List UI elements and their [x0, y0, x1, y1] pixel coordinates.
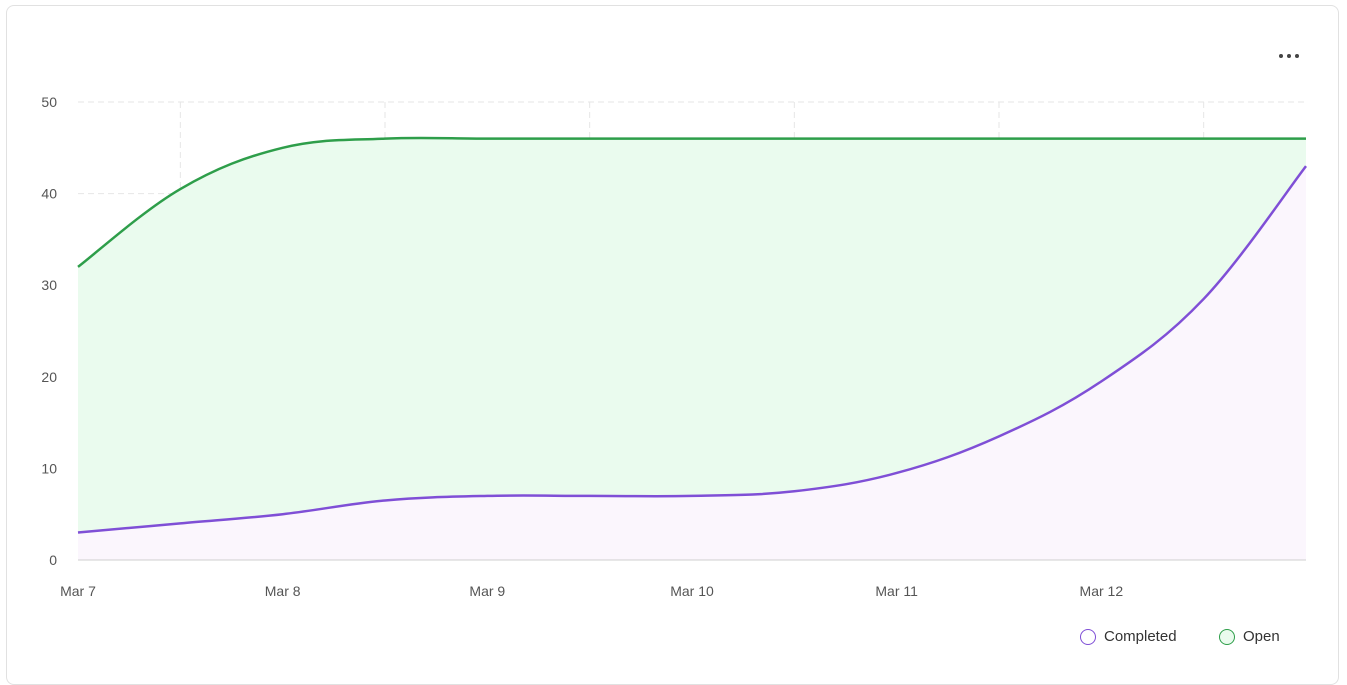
y-tick-label: 50 [41, 94, 57, 110]
completed-area-fill [78, 166, 1306, 560]
legend-item-open[interactable]: Open [1219, 628, 1280, 645]
completed-legend-swatch [1080, 628, 1096, 645]
more-options-button[interactable] [1272, 44, 1306, 68]
chart-lines [77, 136, 1307, 534]
y-tick-label: 10 [41, 460, 57, 476]
x-tick-label: Mar 10 [670, 583, 714, 599]
x-tick-label: Mar 11 [875, 583, 918, 599]
area-chart: 0 10 20 30 40 50 Mar 7 Mar 8 Mar 9 Mar 10 Mar 11 Ma… [41, 94, 1307, 599]
x-tick-label: Mar 7 [60, 583, 96, 599]
more-dot [1287, 54, 1291, 58]
y-tick-label: 0 [49, 552, 57, 568]
x-tick-label: Mar 9 [469, 583, 505, 599]
more-horizontal-icon [1279, 54, 1283, 58]
y-tick-label: 40 [41, 186, 57, 202]
x-tick-label: Mar 8 [265, 583, 301, 599]
y-tick-label: 30 [41, 277, 57, 293]
legend-label-completed: Completed [1104, 628, 1177, 645]
legend-label-open: Open [1243, 628, 1280, 645]
open-series-line [77, 136, 1306, 268]
chart-axes: 0 10 20 30 40 50 Mar 7 Mar 8 Mar 9 Mar 10 Mar 11 Ma… [41, 94, 1306, 599]
chart-areas [78, 137, 1306, 560]
x-tick-label: Mar 12 [1080, 583, 1124, 599]
completed-series-line [77, 165, 1307, 534]
more-dot [1295, 54, 1299, 58]
legend-item-completed[interactable]: Completed [1080, 628, 1177, 645]
y-tick-label: 20 [41, 369, 57, 385]
open-legend-swatch [1219, 628, 1235, 645]
